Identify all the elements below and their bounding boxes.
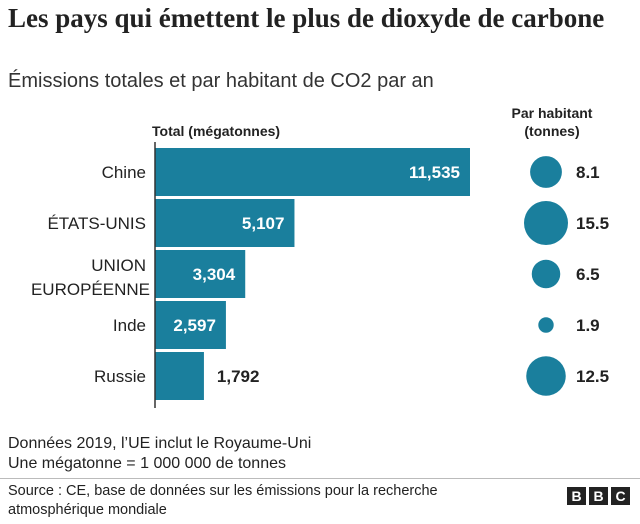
- note-data-year: Données 2019, l’UE inclut le Royaume-Uni: [8, 435, 312, 452]
- note-megatonne: Une mégatonne = 1 000 000 de tonnes: [8, 455, 286, 472]
- per-capita-circle: [531, 259, 561, 289]
- bar-value-label: 2,597: [173, 316, 216, 335]
- bar-value-label: 3,304: [193, 265, 236, 284]
- bbc-logo-letter: B: [567, 487, 586, 505]
- per-capita-circle: [538, 317, 554, 333]
- category-label: Russie: [94, 367, 146, 386]
- bar-total: [155, 301, 226, 349]
- chart-title: Les pays qui émettent le plus de dioxyde…: [8, 3, 605, 33]
- category-label: ÉTATS-UNIS: [47, 214, 146, 233]
- bar-value-label: 1,792: [217, 367, 260, 386]
- bar-total: [155, 352, 204, 400]
- per-capita-value-label: 15.5: [576, 214, 609, 233]
- bar-value-label: 11,535: [409, 163, 460, 182]
- category-label: Chine: [102, 163, 146, 182]
- per-capita-value-label: 1.9: [576, 316, 600, 335]
- source-text: Source : CE, base de données sur les émi…: [8, 483, 438, 518]
- category-label: UNION: [91, 256, 146, 275]
- per-capita-value-label: 12.5: [576, 367, 609, 386]
- chart-subtitle: Émissions totales et par habitant de CO2…: [8, 70, 434, 92]
- bbc-logo: B B C: [567, 487, 630, 505]
- per-capita-circle: [524, 201, 568, 245]
- per-capita-value-label: 6.5: [576, 265, 600, 284]
- per-capita-circle: [526, 356, 566, 396]
- circle-header-line2: (tonnes): [524, 123, 579, 139]
- footer-divider: [0, 478, 640, 479]
- bar-total: [155, 148, 470, 196]
- bar-total: [155, 199, 295, 247]
- bbc-logo-letter: B: [589, 487, 608, 505]
- per-capita-circle: [530, 156, 562, 188]
- category-label: Inde: [113, 316, 146, 335]
- circle-header-line1: Par habitant: [512, 105, 593, 121]
- chart-svg: Total (mégatonnes) Par habitant (tonnes) Ch…: [31, 105, 609, 408]
- bar-total: [155, 250, 246, 298]
- per-capita-value-label: 8.1: [576, 163, 600, 182]
- category-label: EUROPÉENNE: [31, 280, 150, 299]
- bar-axis-header: Total (mégatonnes): [152, 123, 280, 139]
- bbc-logo-letter: C: [611, 487, 630, 505]
- bar-value-label: 5,107: [242, 214, 285, 233]
